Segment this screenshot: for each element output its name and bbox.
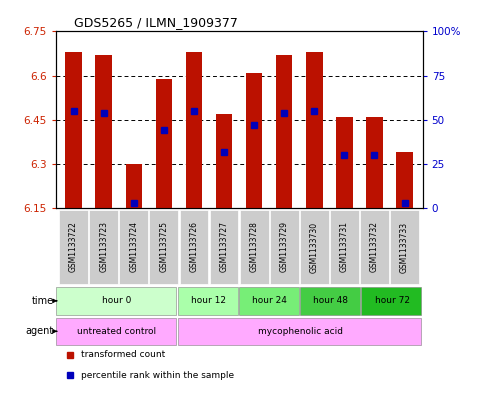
Bar xyxy=(240,210,269,284)
Text: GSM1133730: GSM1133730 xyxy=(310,221,319,272)
Bar xyxy=(210,210,239,284)
Bar xyxy=(156,79,172,208)
Bar xyxy=(360,210,389,284)
Text: hour 72: hour 72 xyxy=(374,296,410,305)
Bar xyxy=(336,117,353,208)
Bar xyxy=(89,210,118,284)
Bar xyxy=(56,318,176,345)
Bar xyxy=(216,114,232,208)
Bar xyxy=(185,52,202,208)
Text: percentile rank within the sample: percentile rank within the sample xyxy=(81,371,234,380)
Text: GSM1133733: GSM1133733 xyxy=(400,221,409,272)
Bar xyxy=(56,287,176,314)
Text: hour 24: hour 24 xyxy=(252,296,287,305)
Text: transformed count: transformed count xyxy=(81,351,166,360)
Text: mycophenolic acid: mycophenolic acid xyxy=(258,327,343,336)
Text: GSM1133723: GSM1133723 xyxy=(99,222,108,272)
Text: GSM1133729: GSM1133729 xyxy=(280,222,289,272)
Text: hour 0: hour 0 xyxy=(102,296,131,305)
Text: GSM1133725: GSM1133725 xyxy=(159,222,169,272)
Text: GDS5265 / ILMN_1909377: GDS5265 / ILMN_1909377 xyxy=(74,16,238,29)
Bar xyxy=(149,210,178,284)
Text: time: time xyxy=(31,296,54,306)
Text: GSM1133727: GSM1133727 xyxy=(220,222,228,272)
Bar xyxy=(180,210,208,284)
Bar xyxy=(396,152,413,208)
Bar xyxy=(126,164,142,208)
Text: GSM1133732: GSM1133732 xyxy=(370,222,379,272)
Bar xyxy=(246,73,262,208)
Bar xyxy=(239,287,299,314)
Text: GSM1133722: GSM1133722 xyxy=(69,222,78,272)
Bar xyxy=(390,210,419,284)
Bar xyxy=(270,210,298,284)
Bar xyxy=(330,210,359,284)
Bar xyxy=(306,52,323,208)
Text: agent: agent xyxy=(26,326,54,336)
Bar xyxy=(276,55,293,208)
Text: hour 48: hour 48 xyxy=(313,296,348,305)
Bar xyxy=(59,210,88,284)
Bar xyxy=(65,52,82,208)
Bar xyxy=(300,287,360,314)
Text: hour 12: hour 12 xyxy=(191,296,226,305)
Text: untreated control: untreated control xyxy=(77,327,156,336)
Bar xyxy=(361,287,421,314)
Text: GSM1133728: GSM1133728 xyxy=(250,222,258,272)
Text: GSM1133724: GSM1133724 xyxy=(129,222,138,272)
Bar xyxy=(366,117,383,208)
Bar xyxy=(96,55,112,208)
Bar xyxy=(119,210,148,284)
Bar xyxy=(178,287,238,314)
Text: GSM1133731: GSM1133731 xyxy=(340,222,349,272)
Text: GSM1133726: GSM1133726 xyxy=(189,222,199,272)
Bar xyxy=(300,210,329,284)
Bar xyxy=(178,318,421,345)
